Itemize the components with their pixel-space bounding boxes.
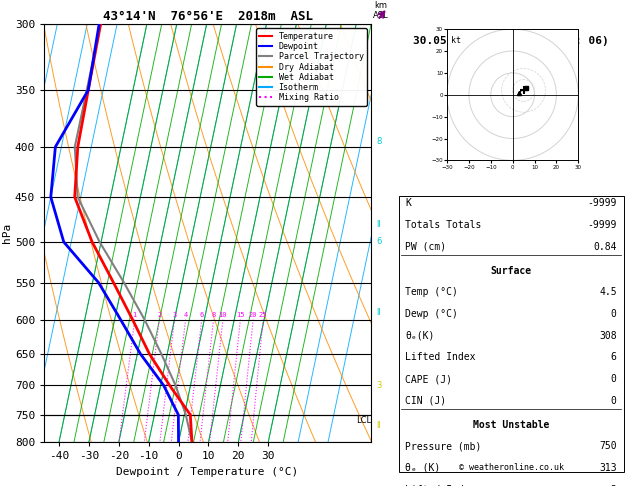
Legend: Temperature, Dewpoint, Parcel Trajectory, Dry Adiabat, Wet Adiabat, Isotherm, Mi: Temperature, Dewpoint, Parcel Trajectory… (256, 29, 367, 105)
Text: K: K (406, 198, 411, 208)
Text: -9999: -9999 (587, 220, 616, 230)
Text: 4: 4 (184, 312, 187, 317)
Text: θₑ(K): θₑ(K) (406, 330, 435, 341)
Text: 3: 3 (377, 381, 382, 390)
Text: CAPE (J): CAPE (J) (406, 374, 452, 384)
Text: 6: 6 (377, 238, 382, 246)
Text: 6: 6 (611, 352, 616, 363)
Text: 10: 10 (219, 312, 227, 317)
Text: 4.5: 4.5 (599, 287, 616, 297)
Text: ll: ll (377, 421, 381, 431)
Text: 308: 308 (599, 330, 616, 341)
Text: © weatheronline.co.uk: © weatheronline.co.uk (459, 463, 564, 472)
Text: Most Unstable: Most Unstable (473, 419, 549, 430)
Text: 0: 0 (611, 309, 616, 319)
Text: 0: 0 (611, 396, 616, 406)
Text: km
ASL: km ASL (373, 0, 389, 20)
Text: -9999: -9999 (587, 198, 616, 208)
Text: CIN (J): CIN (J) (406, 396, 447, 406)
Text: Lifted Index: Lifted Index (406, 485, 476, 486)
X-axis label: Dewpoint / Temperature (°C): Dewpoint / Temperature (°C) (116, 467, 299, 477)
Text: LCL: LCL (356, 416, 371, 425)
Text: 30.05.2024  03GMT  (Base: 06): 30.05.2024 03GMT (Base: 06) (413, 35, 609, 46)
Text: 8: 8 (377, 137, 382, 146)
Text: 1: 1 (133, 312, 137, 317)
Text: 750: 750 (599, 441, 616, 451)
Text: 3: 3 (172, 312, 177, 317)
Text: ll: ll (377, 220, 381, 229)
Text: Totals Totals: Totals Totals (406, 220, 482, 230)
Text: 0.84: 0.84 (593, 242, 616, 252)
Text: 15: 15 (236, 312, 245, 317)
Text: Mixing Ratio (g/kg): Mixing Ratio (g/kg) (404, 187, 414, 279)
Text: Surface: Surface (491, 265, 532, 276)
Text: 313: 313 (599, 463, 616, 473)
Title: 43°14'N  76°56'E  2018m  ASL: 43°14'N 76°56'E 2018m ASL (103, 10, 313, 23)
Text: 0: 0 (611, 374, 616, 384)
Text: PW (cm): PW (cm) (406, 242, 447, 252)
Text: Lifted Index: Lifted Index (406, 352, 476, 363)
Text: Temp (°C): Temp (°C) (406, 287, 459, 297)
Text: θₑ (K): θₑ (K) (406, 463, 441, 473)
Text: Dewp (°C): Dewp (°C) (406, 309, 459, 319)
Y-axis label: hPa: hPa (2, 223, 12, 243)
Text: kt: kt (452, 35, 462, 45)
Text: 25: 25 (259, 312, 267, 317)
Text: 3: 3 (611, 485, 616, 486)
Text: 8: 8 (211, 312, 216, 317)
Text: ll: ll (377, 308, 381, 317)
Text: Pressure (mb): Pressure (mb) (406, 441, 482, 451)
Text: 2: 2 (157, 312, 162, 317)
Text: 6: 6 (199, 312, 204, 317)
Text: 20: 20 (249, 312, 257, 317)
